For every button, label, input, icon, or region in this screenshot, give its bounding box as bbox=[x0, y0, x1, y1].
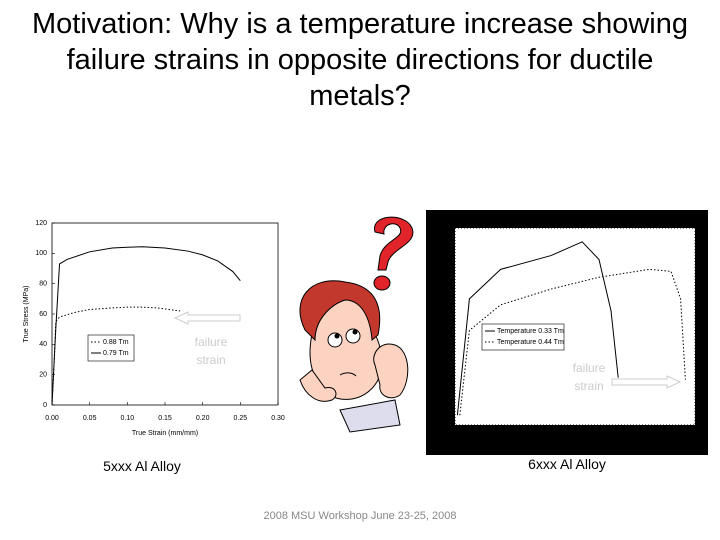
y-tick-label: 20 bbox=[39, 372, 47, 379]
data-line bbox=[459, 268, 686, 416]
x-tick-label: 0.05 bbox=[83, 415, 97, 422]
x-tick-label: 0.25 bbox=[234, 415, 248, 422]
legend-label: 0.79 Tm bbox=[103, 350, 129, 357]
y-axis-label: True Stress (MPa) bbox=[23, 286, 30, 343]
x-tick-label: 0.30 bbox=[271, 415, 285, 422]
y-tick-label: 40 bbox=[39, 341, 47, 348]
slide-title: Motivation: Why is a temperature increas… bbox=[31, 8, 688, 112]
footer: 2008 MSU Workshop June 23-25, 2008 bbox=[263, 510, 457, 522]
x-axis-label: True Strain (mm/mm) bbox=[132, 430, 198, 437]
legend-box bbox=[87, 334, 135, 362]
thinking-cartoon bbox=[299, 216, 414, 433]
y-tick-label: 0 bbox=[43, 402, 47, 409]
legend-box bbox=[481, 323, 565, 351]
y-tick-label: 120 bbox=[35, 220, 47, 227]
y-tick-label: 60 bbox=[39, 311, 47, 318]
annotation: failure strain bbox=[572, 361, 606, 393]
x-tick-label: 0.10 bbox=[121, 415, 135, 422]
data-line bbox=[456, 241, 619, 416]
x-tick-label: 0.20 bbox=[196, 415, 210, 422]
y-tick-label: 100 bbox=[35, 250, 47, 257]
arrow bbox=[173, 311, 682, 389]
legend-label: Temperature 0.44 Tm bbox=[497, 339, 564, 346]
y-tick-label: 80 bbox=[39, 281, 47, 288]
legend-label: 0.88 Tm bbox=[103, 339, 129, 346]
x-tick-label: 0.15 bbox=[158, 415, 172, 422]
chart-caption: 5xxx Al Alloy bbox=[103, 458, 181, 474]
annotation: failure strain bbox=[194, 335, 228, 367]
chart-caption: 6xxx Al Alloy bbox=[528, 456, 606, 472]
plot-area bbox=[51, 222, 279, 406]
data-line bbox=[51, 246, 241, 406]
x-tick-label: 0.00 bbox=[45, 415, 59, 422]
legend-label: Temperature 0.33 Tm bbox=[497, 328, 564, 335]
